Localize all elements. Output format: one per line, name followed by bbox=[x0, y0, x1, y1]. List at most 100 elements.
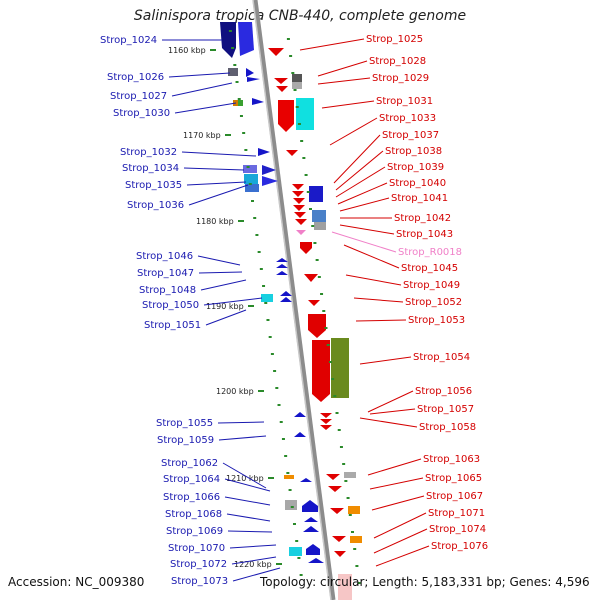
gene-label-left[interactable]: Strop_1048 bbox=[139, 285, 196, 296]
gene-label-left[interactable]: Strop_1069 bbox=[166, 526, 223, 537]
gene-label-left[interactable]: Strop_1062 bbox=[161, 458, 218, 469]
gene-strop-1024[interactable] bbox=[220, 22, 236, 58]
gene-block-1043[interactable] bbox=[312, 210, 326, 222]
gene-label-right[interactable]: Strop_1063 bbox=[423, 454, 480, 465]
gene-label-left[interactable]: Strop_1027 bbox=[110, 91, 167, 102]
gene-strop-1070b[interactable] bbox=[306, 544, 320, 555]
gene-label-left[interactable]: Strop_1030 bbox=[113, 108, 170, 119]
gene-label-right[interactable]: Strop_1039 bbox=[387, 162, 444, 173]
gene-strop-1039[interactable] bbox=[293, 198, 305, 204]
gene-strop-1062[interactable] bbox=[300, 478, 312, 482]
gene-label-right[interactable]: Strop_1054 bbox=[413, 352, 470, 363]
gene-label-left[interactable]: Strop_1059 bbox=[157, 435, 214, 446]
gene-strop-1045[interactable] bbox=[300, 242, 312, 254]
gene-label-right[interactable]: Strop_1045 bbox=[401, 263, 458, 274]
gene-strop-1041[interactable] bbox=[294, 212, 306, 218]
gene-label-right[interactable]: Strop_1076 bbox=[431, 541, 488, 552]
gene-block-1043b[interactable] bbox=[314, 222, 326, 230]
gene-block-1028[interactable] bbox=[292, 74, 302, 82]
gene-strop-1066-block[interactable] bbox=[285, 500, 297, 510]
gene-label-left[interactable]: Strop_1035 bbox=[125, 180, 182, 191]
gene-strop-r0018[interactable] bbox=[296, 230, 306, 235]
gene-label-left[interactable]: Strop_1064 bbox=[163, 474, 220, 485]
gene-strop-1025[interactable] bbox=[268, 48, 284, 56]
gene-strop-1036b[interactable] bbox=[262, 165, 276, 175]
gene-strop-1055[interactable] bbox=[294, 412, 306, 417]
gene-label-right[interactable]: Strop_1074 bbox=[429, 524, 486, 535]
gene-strop-1071[interactable] bbox=[332, 536, 346, 542]
gene-label-left[interactable]: Strop_1034 bbox=[122, 163, 179, 174]
gene-strop-1037[interactable] bbox=[292, 184, 304, 190]
gene-strop-1068[interactable] bbox=[304, 517, 318, 522]
gene-strop-1076[interactable] bbox=[338, 574, 352, 600]
gene-strop-1069[interactable] bbox=[303, 526, 319, 532]
gene-strop-1054-olive[interactable] bbox=[331, 338, 349, 398]
gene-label-left[interactable]: Strop_1046 bbox=[136, 251, 193, 262]
gene-label-right[interactable]: Strop_1057 bbox=[417, 404, 474, 415]
gene-label-left[interactable]: Strop_1068 bbox=[165, 509, 222, 520]
gene-strop-1050c[interactable] bbox=[280, 297, 292, 302]
gene-strop-1024b[interactable] bbox=[238, 22, 254, 56]
gene-block-1042[interactable] bbox=[309, 186, 323, 202]
gene-strop-1027[interactable] bbox=[247, 77, 260, 82]
gene-strop-1028[interactable] bbox=[274, 78, 288, 84]
gene-label-left[interactable]: Strop_1051 bbox=[144, 320, 201, 331]
gene-block-1210[interactable] bbox=[284, 475, 294, 479]
gene-label-left[interactable]: Strop_1066 bbox=[163, 492, 220, 503]
gene-label-left[interactable]: Strop_1032 bbox=[120, 147, 177, 158]
gene-label-left[interactable]: Strop_1026 bbox=[107, 72, 164, 83]
gene-label-left[interactable]: Strop_1050 bbox=[142, 300, 199, 311]
gene-label-right[interactable]: Strop_1033 bbox=[379, 113, 436, 124]
gene-strop-1038[interactable] bbox=[292, 191, 304, 197]
gene-label-right[interactable]: Strop_1040 bbox=[389, 178, 446, 189]
gene-strop-1030[interactable] bbox=[252, 98, 264, 105]
gene-label-left[interactable]: Strop_1055 bbox=[156, 418, 213, 429]
gene-label-right[interactable]: Strop_1031 bbox=[376, 96, 433, 107]
gene-strop-1074[interactable] bbox=[334, 551, 346, 557]
gene-strop-1036c[interactable] bbox=[262, 176, 278, 186]
gene-block-1028b[interactable] bbox=[292, 82, 302, 89]
gene-label-right[interactable]: Strop_1025 bbox=[366, 34, 423, 45]
gene-strop-1063[interactable] bbox=[326, 474, 340, 480]
gene-strop-1032[interactable] bbox=[258, 148, 270, 156]
gene-strop-1033[interactable] bbox=[286, 150, 298, 156]
gene-label-right[interactable]: Strop_1056 bbox=[415, 386, 472, 397]
gene-block-1063[interactable] bbox=[344, 472, 356, 478]
gene-strop-1035[interactable] bbox=[244, 174, 258, 184]
gene-strop-1049[interactable] bbox=[304, 274, 318, 282]
gene-strop-1056[interactable] bbox=[320, 413, 332, 418]
gene-label-right[interactable]: Strop_R0018 bbox=[398, 247, 462, 258]
gene-block-1067[interactable] bbox=[348, 506, 360, 514]
gene-label-right[interactable]: Strop_1041 bbox=[391, 193, 448, 204]
gene-label-right[interactable]: Strop_1053 bbox=[408, 315, 465, 326]
gene-strop-1053[interactable] bbox=[308, 314, 326, 338]
gene-block-1026[interactable] bbox=[228, 68, 238, 76]
gene-strop-1043[interactable] bbox=[295, 219, 307, 225]
gene-label-left[interactable]: Strop_1072 bbox=[170, 559, 227, 570]
gene-label-right[interactable]: Strop_1067 bbox=[426, 491, 483, 502]
gene-strop-1066[interactable] bbox=[302, 500, 318, 512]
gene-label-right[interactable]: Strop_1043 bbox=[396, 229, 453, 240]
gene-strop-1052[interactable] bbox=[308, 300, 320, 306]
gene-strop-1067[interactable] bbox=[330, 508, 344, 514]
gene-strop-1031[interactable] bbox=[278, 100, 294, 132]
gene-label-right[interactable]: Strop_1052 bbox=[405, 297, 462, 308]
gene-block-1071[interactable] bbox=[350, 536, 362, 543]
gene-label-left[interactable]: Strop_1047 bbox=[137, 268, 194, 279]
gene-strop-1065[interactable] bbox=[328, 486, 342, 492]
gene-strop-1036[interactable] bbox=[245, 184, 259, 192]
gene-label-right[interactable]: Strop_1037 bbox=[382, 130, 439, 141]
gene-strop-1057[interactable] bbox=[320, 419, 332, 424]
gene-strop-1072[interactable] bbox=[308, 558, 324, 563]
gene-label-right[interactable]: Strop_1071 bbox=[428, 508, 485, 519]
gene-strop-1048[interactable] bbox=[276, 271, 288, 275]
gene-strop-1059[interactable] bbox=[294, 432, 306, 437]
gene-label-left[interactable]: Strop_1070 bbox=[168, 543, 225, 554]
gene-strop-1050[interactable] bbox=[261, 294, 273, 302]
gene-label-left[interactable]: Strop_1024 bbox=[100, 35, 157, 46]
gene-label-right[interactable]: Strop_1038 bbox=[385, 146, 442, 157]
gene-strop-1070[interactable] bbox=[289, 547, 302, 556]
gene-strop-1058[interactable] bbox=[320, 425, 332, 430]
gene-strop-1054[interactable] bbox=[312, 340, 330, 402]
gene-label-right[interactable]: Strop_1058 bbox=[419, 422, 476, 433]
